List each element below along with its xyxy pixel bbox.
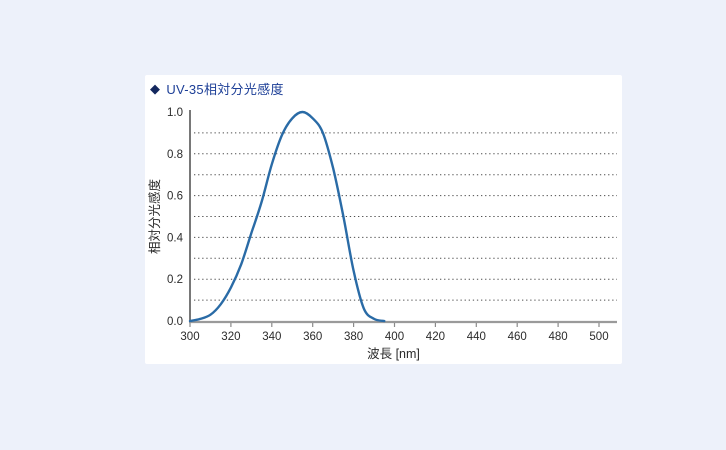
diamond-icon: ◆ [150,81,161,96]
x-tick-label: 460 [508,331,527,343]
y-axis-label: 相対分光感度 [147,179,162,255]
y-tick-label: 0.8 [167,149,183,161]
spectral-curve [188,110,386,323]
y-tick-label: 0.6 [167,191,183,203]
y-tick-label: 0.2 [167,274,183,286]
chart-title: ◆ UV-35相対分光感度 [150,79,284,98]
x-tick-label: 360 [303,331,322,343]
x-tick-label: 380 [344,331,363,343]
x-tick-label: 440 [467,331,486,343]
x-tick-label: 400 [385,331,404,343]
x-tick-label: 340 [262,331,281,343]
x-tick-label: 300 [180,331,199,343]
chart-title-text: UV-35相対分光感度 [166,82,284,97]
x-tick-label: 480 [549,331,568,343]
chart-svg: 300 320 340 360 380 400 420 440 460 480 5000.00.20… [147,107,617,361]
y-tick-label: 0.4 [167,232,184,244]
y-axis-ticks: 0.0 0.2 0.4 0.6 0.8 1.0 [167,107,184,328]
x-tick-label: 500 [589,331,608,343]
chart-panel: ◆ UV-35相対分光感度 300 320 340 360 380 400 420 440 46… [145,75,622,364]
y-tick-label: 1.0 [167,107,183,119]
x-axis-label: 波長 [nm] [367,347,420,361]
y-tick-label: 0.0 [167,316,183,328]
x-axis-ticks: 300 320 340 360 380 400 420 440 460 480 500 [180,323,609,343]
x-tick-label: 320 [221,331,240,343]
x-tick-label: 420 [426,331,445,343]
